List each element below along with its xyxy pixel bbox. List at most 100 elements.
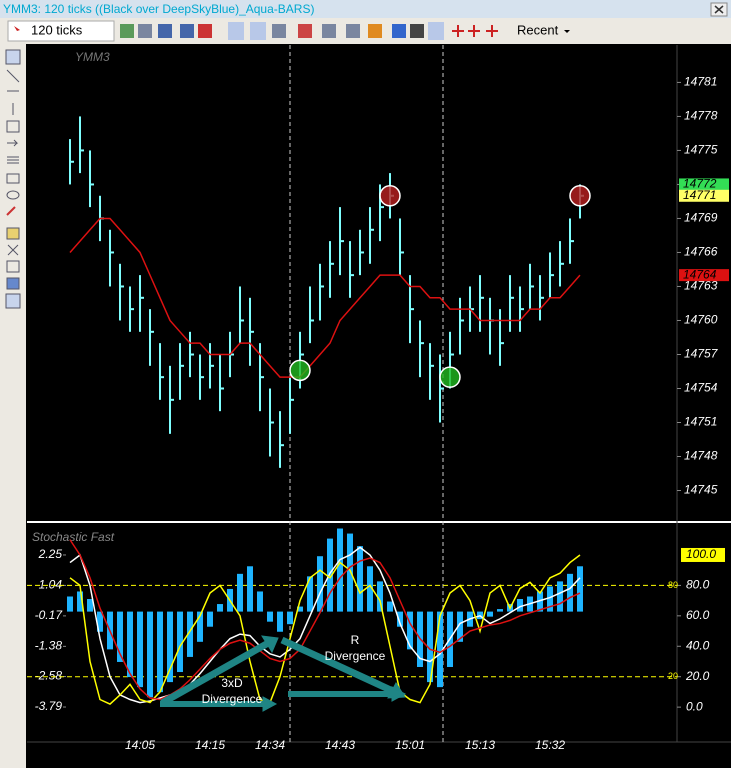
tool-icon[interactable] <box>180 24 194 38</box>
tool-icon[interactable] <box>5 49 21 65</box>
y-tick-label: 14769 <box>684 211 718 225</box>
arrow-head <box>261 635 279 654</box>
histogram-bar <box>537 591 543 612</box>
price-tag <box>679 269 729 282</box>
tool-icon[interactable] <box>6 173 20 184</box>
tool-icon[interactable] <box>120 24 134 38</box>
y-tick-label: 14757 <box>684 347 719 361</box>
template-text[interactable]: Recent <box>517 22 559 37</box>
histogram-bar <box>547 586 553 612</box>
tool-icon[interactable] <box>228 22 244 40</box>
y-tick-label: -2.58 <box>35 669 63 683</box>
tool-icon[interactable] <box>346 24 360 38</box>
tool-icon[interactable] <box>6 260 20 273</box>
histogram-bar <box>577 566 583 612</box>
y-tick-label: 1.04 <box>39 578 63 592</box>
histogram-bar <box>497 609 503 612</box>
histogram-bar <box>287 611 293 625</box>
tool-icon[interactable] <box>6 206 16 216</box>
y-tick-label: 14781 <box>684 75 717 89</box>
histogram-bar <box>77 591 83 612</box>
tool-icon[interactable] <box>250 22 266 40</box>
price-tag-label: 14764 <box>683 267 717 281</box>
histogram-bar <box>357 546 363 612</box>
histogram-bar <box>207 611 213 627</box>
tool-icon[interactable] <box>7 244 19 256</box>
tool-icon[interactable] <box>368 24 382 38</box>
y2-tick-label: 20.0 <box>685 669 710 683</box>
crosshair-icons[interactable] <box>452 25 498 37</box>
histogram-bar <box>217 604 223 612</box>
tool-icon[interactable] <box>428 22 444 40</box>
tool-icon[interactable] <box>7 156 19 164</box>
histogram-bar <box>297 606 303 612</box>
x-tick-label: 14:15 <box>195 738 225 752</box>
y-tick-label: 14745 <box>684 483 718 497</box>
y-tick-label: 14751 <box>684 415 717 429</box>
interval-selector[interactable] <box>7 20 115 42</box>
tool-icon[interactable] <box>5 293 21 309</box>
histogram-bar <box>557 581 563 612</box>
tool-icon[interactable] <box>298 24 312 38</box>
y-tick-label: 14754 <box>684 381 718 395</box>
x-tick-label: 14:05 <box>125 738 155 752</box>
histogram-bar <box>137 611 143 688</box>
tool-icon[interactable] <box>158 24 172 38</box>
histogram-bar <box>87 599 93 612</box>
histogram-bar <box>367 566 373 612</box>
histogram-bar <box>247 566 253 612</box>
tool-icon[interactable] <box>410 24 424 38</box>
drawing-toolbar <box>0 44 26 768</box>
tool-icon[interactable] <box>272 24 286 38</box>
x-tick-label: 15:13 <box>465 738 495 752</box>
annotation: 3xD <box>221 676 243 690</box>
histogram-bar <box>387 601 393 612</box>
tool-icon[interactable] <box>6 190 20 200</box>
histogram-bar <box>397 611 403 627</box>
histogram-bar <box>487 611 493 617</box>
divergence-arrows <box>160 635 407 712</box>
arrow <box>160 638 272 707</box>
tool-icon[interactable] <box>198 24 212 38</box>
y-tick-label: 14748 <box>684 449 718 463</box>
y2-tick-label: 80.0 <box>686 578 710 592</box>
toolbar-icons <box>120 22 498 40</box>
pin-icon <box>14 26 20 31</box>
y-tick-label: 14766 <box>684 245 718 259</box>
interval-text: 120 ticks <box>31 22 83 37</box>
histogram-bar <box>347 533 353 612</box>
drawing-tools <box>5 49 21 309</box>
annotation: Divergence <box>202 692 263 706</box>
y2-tick-label: 40.0 <box>686 638 710 652</box>
tool-icon[interactable] <box>7 139 19 147</box>
price-tag-label: 14771 <box>683 188 716 202</box>
dropdown-arrow <box>564 30 570 33</box>
histogram-bar <box>157 611 163 693</box>
histogram-bar <box>167 611 173 683</box>
stochastic-line <box>69 554 581 705</box>
signal-marker <box>289 359 311 382</box>
histogram-bar <box>427 611 433 683</box>
tool-icon[interactable] <box>6 120 20 133</box>
histogram-bar <box>337 528 343 612</box>
moving-average <box>69 217 581 378</box>
value-tag-label: 100.0 <box>686 547 716 561</box>
tool-icon[interactable] <box>138 24 152 38</box>
histogram-bar <box>457 611 463 642</box>
y2-tick-label: 60.0 <box>686 608 710 622</box>
tool-icon[interactable] <box>6 69 20 83</box>
x-tick-label: 15:32 <box>535 738 565 752</box>
y-tick-label: -3.79 <box>35 699 63 713</box>
tool-icon[interactable] <box>6 227 20 240</box>
tool-icon[interactable] <box>392 24 406 38</box>
tool-icon[interactable] <box>322 24 336 38</box>
histogram-bar <box>257 591 263 612</box>
price-tag <box>679 178 729 191</box>
annotation: R <box>351 633 360 647</box>
histogram-bar <box>117 611 123 662</box>
histogram-bar <box>517 599 523 612</box>
histogram-bar <box>237 573 243 612</box>
histogram-bar <box>97 611 103 632</box>
tool-icon[interactable] <box>6 277 20 290</box>
